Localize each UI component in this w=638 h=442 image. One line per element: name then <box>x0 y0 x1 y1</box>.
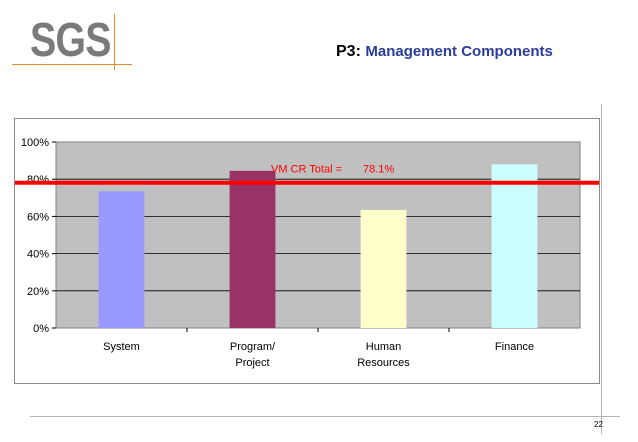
x-tick-label: Finance <box>495 341 534 353</box>
page-number: 22 <box>594 420 603 429</box>
bar-chart: 0%20%40%60%80%100%System Program/ProjectH… <box>15 137 599 369</box>
x-tick-label: Program/Project <box>230 341 276 369</box>
slide-title-text: Management Components <box>365 43 553 60</box>
y-tick-label: 100% <box>21 137 49 149</box>
right-divider <box>601 104 602 434</box>
logo-vertical-line <box>114 14 115 70</box>
bar <box>229 170 276 328</box>
y-tick-label: 0% <box>33 323 49 335</box>
vm-cr-total-value: 78.1% <box>363 164 394 176</box>
y-tick-label: 20% <box>27 286 49 298</box>
bar <box>491 164 538 328</box>
sgs-logo-text: SGS <box>30 14 111 67</box>
bar <box>98 191 145 328</box>
slide-title-prefix: P3: <box>336 43 361 60</box>
sgs-logo: SGS <box>12 14 132 70</box>
x-tick-label: Human Resources <box>357 341 410 369</box>
logo-horizontal-line <box>12 64 132 65</box>
y-tick-label: 60% <box>27 211 49 223</box>
bar <box>360 209 407 328</box>
y-tick-label: 40% <box>27 249 49 261</box>
x-tick-label: System <box>103 341 140 353</box>
bottom-divider <box>30 416 620 417</box>
slide-title: P3: Management Components <box>336 43 553 61</box>
chart-frame: 0% 20% 40% 60% 80% 100% System Program/Project H… <box>14 118 600 384</box>
vm-cr-total-label: VM CR Total = <box>271 164 342 176</box>
